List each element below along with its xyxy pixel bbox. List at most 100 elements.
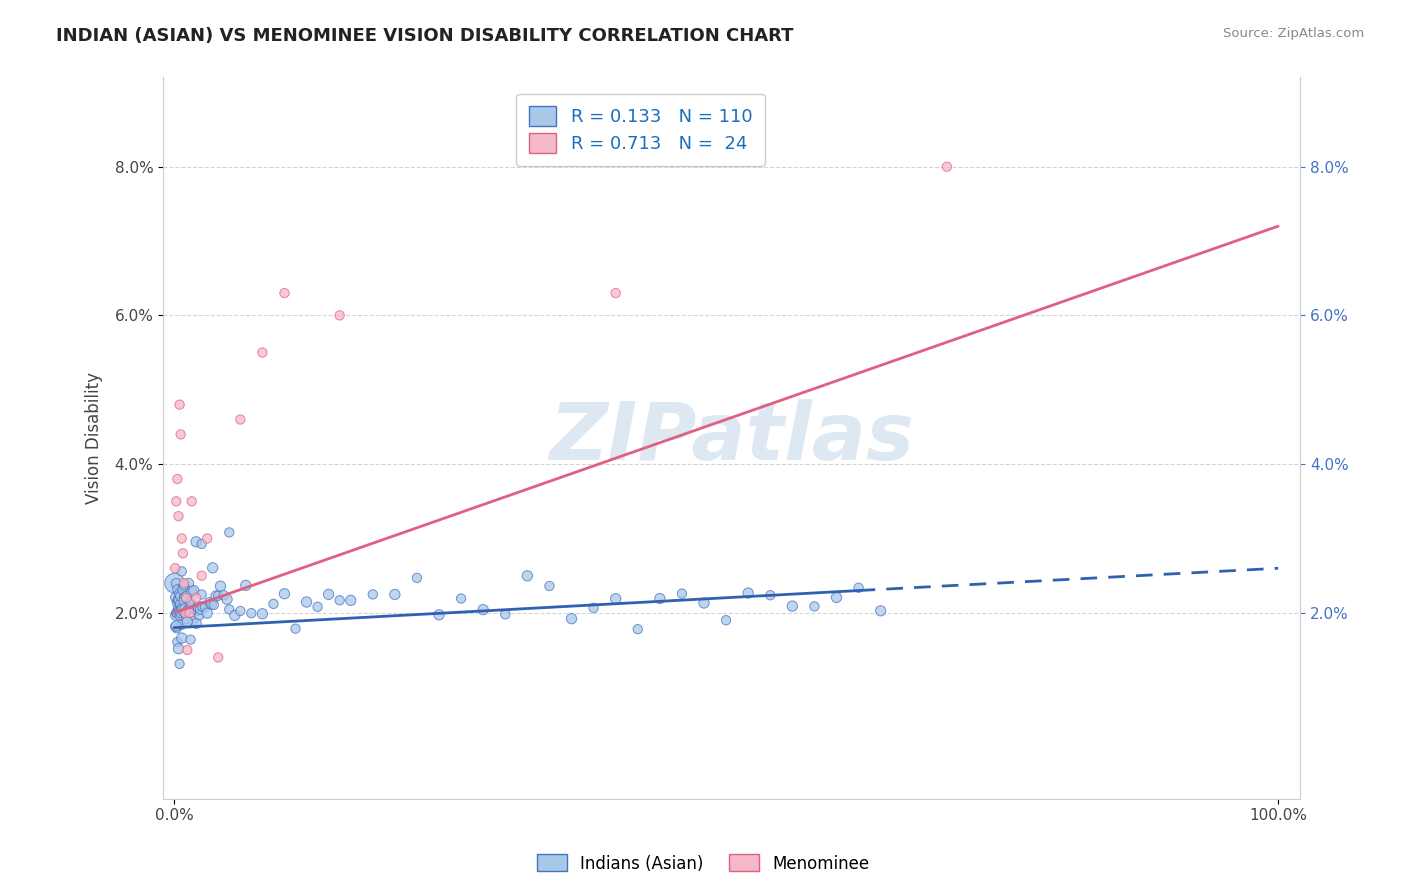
Legend: Indians (Asian), Menominee: Indians (Asian), Menominee [530, 847, 876, 880]
Point [307, 599, 329, 614]
Point [169, 608, 191, 623]
Point [295, 595, 318, 609]
Point [450, 591, 472, 606]
Point [224, 608, 246, 623]
Point [759, 588, 782, 602]
Point [179, 606, 201, 620]
Point [169, 597, 191, 611]
Point [170, 603, 193, 617]
Point [176, 643, 198, 657]
Point [184, 591, 207, 605]
Point [605, 591, 627, 606]
Point [472, 602, 495, 616]
Point [252, 607, 274, 621]
Point [252, 345, 274, 359]
Point [560, 612, 582, 626]
Point [166, 472, 188, 486]
Point [174, 590, 197, 604]
Point [166, 595, 188, 609]
Point [198, 595, 221, 609]
Point [172, 546, 194, 560]
Point [582, 601, 605, 615]
Point [180, 632, 202, 647]
Point [318, 587, 340, 601]
Text: INDIAN (ASIAN) VS MENOMINEE VISION DISABILITY CORRELATION CHART: INDIAN (ASIAN) VS MENOMINEE VISION DISAB… [56, 27, 794, 45]
Point [180, 595, 202, 609]
Point [167, 509, 190, 524]
Point [169, 398, 191, 412]
Point [169, 657, 191, 671]
Point [174, 606, 197, 620]
Point [165, 620, 187, 634]
Point [782, 599, 804, 613]
Point [174, 591, 197, 605]
Point [240, 606, 263, 620]
Point [179, 596, 201, 610]
Point [165, 561, 187, 575]
Point [329, 309, 352, 323]
Point [165, 494, 187, 508]
Point [188, 608, 211, 623]
Point [209, 579, 232, 593]
Point [170, 427, 193, 442]
Point [180, 584, 202, 599]
Point [184, 602, 207, 616]
Point [187, 599, 209, 614]
Point [183, 583, 205, 598]
Point [165, 608, 187, 623]
Point [284, 622, 307, 636]
Point [207, 589, 229, 603]
Point [180, 494, 202, 508]
Point [173, 576, 195, 591]
Point [166, 621, 188, 635]
Point [184, 616, 207, 631]
Point [174, 612, 197, 626]
Point [176, 604, 198, 618]
Point [212, 588, 235, 602]
Point [384, 587, 406, 601]
Point [205, 589, 228, 603]
Point [165, 576, 187, 591]
Point [167, 592, 190, 607]
Point [538, 579, 561, 593]
Point [170, 631, 193, 645]
Point [516, 569, 538, 583]
Point [194, 600, 217, 615]
Point [605, 286, 627, 301]
Point [427, 607, 450, 622]
Point [361, 587, 384, 601]
Point [173, 578, 195, 592]
Point [172, 582, 194, 597]
Point [170, 589, 193, 603]
Point [190, 537, 212, 551]
Point [184, 534, 207, 549]
Point [406, 571, 429, 585]
Point [167, 601, 190, 615]
Point [167, 641, 190, 656]
Point [169, 604, 191, 618]
Point [190, 602, 212, 616]
Point [671, 586, 693, 600]
Point [693, 596, 716, 610]
Point [170, 618, 193, 632]
Point [848, 581, 870, 595]
Point [235, 578, 257, 592]
Point [166, 606, 188, 620]
Point [174, 601, 197, 615]
Point [165, 606, 187, 620]
Point [273, 286, 295, 301]
Point [215, 592, 238, 607]
Point [190, 568, 212, 582]
Point [191, 599, 214, 614]
Point [167, 593, 190, 607]
Point [229, 412, 252, 426]
Point [170, 532, 193, 546]
Y-axis label: Vision Disability: Vision Disability [86, 372, 103, 504]
Point [494, 607, 516, 622]
Point [163, 576, 186, 591]
Point [229, 604, 252, 618]
Text: Source: ZipAtlas.com: Source: ZipAtlas.com [1223, 27, 1364, 40]
Point [195, 606, 218, 620]
Point [648, 591, 671, 606]
Point [935, 160, 957, 174]
